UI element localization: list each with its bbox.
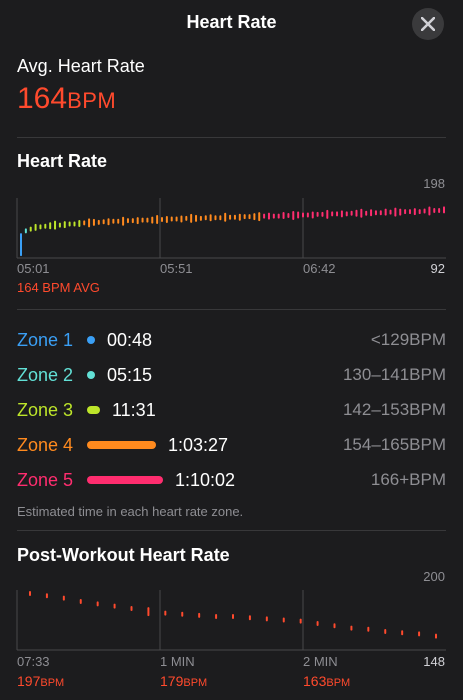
zone-row: Zone 3 11:31 142–153BPM <box>17 397 446 423</box>
post-x-label: 07:33 <box>17 654 50 669</box>
post-x-label: 1 MIN <box>160 654 195 669</box>
hr-y-min-label: 92 <box>431 261 445 276</box>
avg-heart-rate-unit: BPM <box>67 88 117 113</box>
post-reading: 163BPM <box>303 673 350 689</box>
close-button[interactable] <box>412 8 444 40</box>
zone-name: Zone 5 <box>17 470 74 490</box>
zone-name: Zone 1 <box>17 330 74 350</box>
avg-heart-rate-value: 164BPM <box>17 82 116 116</box>
zone-range: 130–141BPM <box>342 365 446 384</box>
hr-x-label: 05:01 <box>17 261 50 276</box>
post-reading-unit: BPM <box>326 677 350 689</box>
post-workout-chart: 200 07:33 1 MIN 2 MIN 148 197BPM 179BPM … <box>16 569 446 689</box>
zone-bar <box>87 336 95 344</box>
zone-row: Zone 5 1:10:02 166+BPM <box>17 467 446 493</box>
zone-row: Zone 1 00:48 <129BPM <box>17 327 446 353</box>
zone-bar <box>87 476 163 484</box>
post-reading-unit: BPM <box>183 677 207 689</box>
zone-name: Zone 4 <box>17 435 74 455</box>
zone-name: Zone 3 <box>17 400 74 420</box>
zone-time: 1:03:27 <box>168 435 229 455</box>
zone-time: 11:31 <box>112 400 156 420</box>
avg-heart-rate-label: Avg. Heart Rate <box>17 56 145 76</box>
zone-time: 00:48 <box>107 330 153 350</box>
post-x-label: 2 MIN <box>303 654 338 669</box>
post-y-max-label: 200 <box>423 569 445 584</box>
zone-row: Zone 2 05:15 130–141BPM <box>17 362 446 388</box>
header: Heart Rate <box>0 0 463 46</box>
zone-range: 154–165BPM <box>342 435 446 454</box>
post-reading-unit: BPM <box>40 677 64 689</box>
post-y-min-label: 148 <box>423 654 445 669</box>
post-reading: 179BPM <box>160 673 207 689</box>
avg-heart-rate-number: 164 <box>17 82 68 115</box>
post-workout-chart-title: Post-Workout Heart Rate <box>17 545 230 565</box>
divider <box>17 530 446 531</box>
zone-range: <129BPM <box>370 330 446 349</box>
zone-row: Zone 4 1:03:27 154–165BPM <box>17 432 446 458</box>
hr-y-max-label: 198 <box>423 176 445 191</box>
zone-name: Zone 2 <box>17 365 74 385</box>
zone-bar <box>87 406 100 414</box>
zone-bar <box>87 371 95 379</box>
hr-x-label: 05:51 <box>160 261 193 276</box>
zone-time: 05:15 <box>107 365 153 385</box>
xmark-icon <box>421 17 435 31</box>
page-title: Heart Rate <box>186 12 277 32</box>
post-reading-value: 163 <box>303 673 327 689</box>
hr-average-label: 164 BPM AVG <box>17 280 100 295</box>
divider <box>17 137 446 138</box>
zone-range: 142–153BPM <box>342 400 446 419</box>
heart-rate-chart: 198 05:01 05:51 06:42 92 <box>16 176 446 276</box>
zone-time: 1:10:02 <box>175 470 236 490</box>
divider <box>17 309 446 310</box>
post-reading: 197BPM <box>17 673 64 689</box>
heart-rate-chart-title: Heart Rate <box>17 151 108 171</box>
zone-note: Estimated time in each heart rate zone. <box>17 504 244 519</box>
post-reading-value: 179 <box>160 673 184 689</box>
hr-x-label: 06:42 <box>303 261 336 276</box>
zone-bar <box>87 441 156 449</box>
post-reading-value: 197 <box>17 673 41 689</box>
zone-range: 166+BPM <box>370 470 446 489</box>
